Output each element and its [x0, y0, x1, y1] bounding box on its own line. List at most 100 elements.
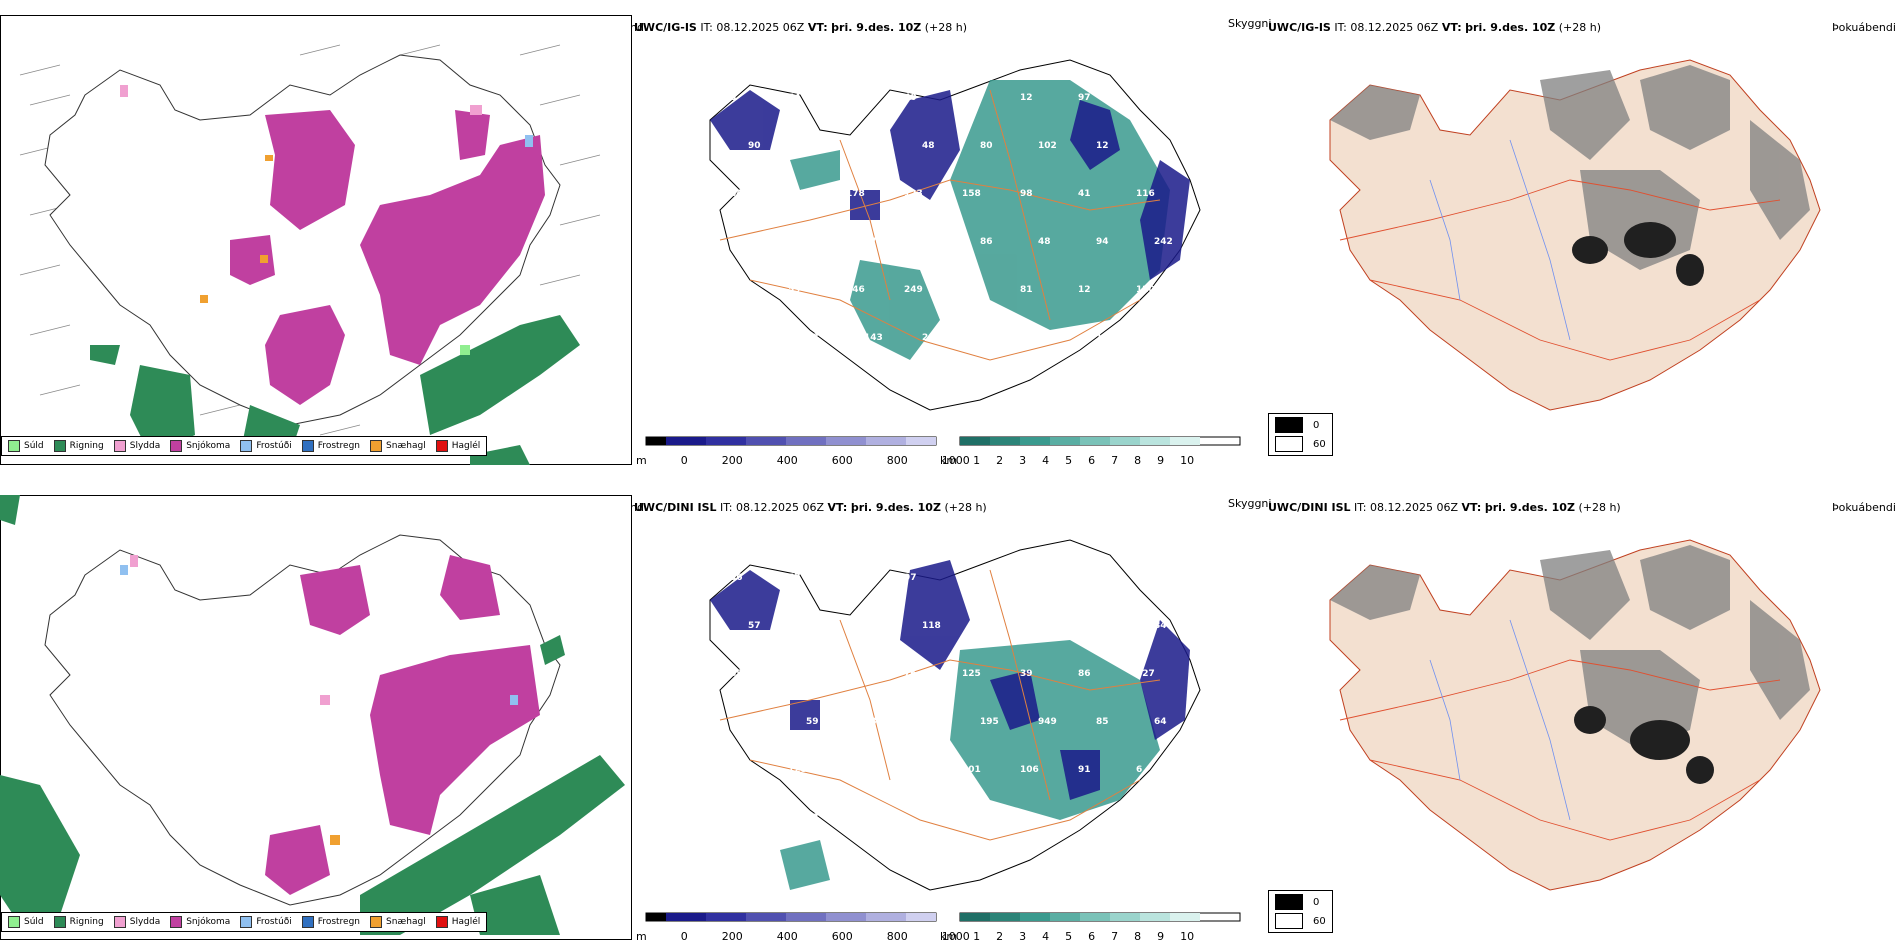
height-tick: 400 — [776, 454, 798, 467]
legend-item: Haglél — [435, 440, 480, 452]
visibility-value-label: 86 — [1078, 669, 1091, 679]
legend-label: Snjókoma — [186, 917, 231, 927]
visibility-value-label: 59 — [788, 285, 801, 295]
visibility-value-label: 208 — [922, 813, 941, 823]
roads — [719, 569, 1161, 841]
swatch — [435, 440, 448, 452]
swatch — [113, 440, 126, 452]
swatch — [53, 916, 66, 928]
precip-type-map-2 — [0, 495, 632, 940]
visibility-value-label: 207 — [922, 333, 941, 343]
legend-label: Súld — [24, 917, 44, 927]
model-name: UWC/DINI ISL — [1268, 501, 1351, 514]
visibility-value-label: 133 — [748, 813, 767, 823]
swatch — [240, 440, 253, 452]
visibility-value-label: 195 — [980, 717, 999, 727]
height-tick: 0 — [680, 930, 688, 943]
fog-roads — [1339, 659, 1781, 841]
visibility-value-label: 106 — [1020, 765, 1039, 775]
visibility-value-label: 12 — [1096, 141, 1109, 151]
precip-legend-2: Súld Rigning Slydda Snjókoma Frostúði Fr… — [1, 912, 488, 932]
visibility-value-label: 39 — [1020, 669, 1033, 679]
precip-rain — [0, 495, 625, 935]
fog-swatch-white — [1275, 913, 1303, 929]
valid-time-label: VT: — [1441, 21, 1462, 34]
visibility-value-label: 47 — [748, 333, 761, 343]
fog-tick: 60 — [1313, 438, 1326, 450]
panel-header-fog-2: UWC/DINI ISL IT: 08.12.2025 06Z VT: þri.… — [1268, 501, 1621, 514]
visibility-value-label: 527 — [1136, 669, 1155, 679]
visibility-value-label: 118 — [922, 621, 941, 631]
visibility-value-label: 94 — [962, 573, 975, 583]
visibility-value-label: 131 — [730, 765, 749, 775]
swatch — [240, 916, 253, 928]
visibility-tick: 10 — [1180, 454, 1195, 467]
visibility-tick: 1 — [973, 930, 981, 943]
swatch — [370, 440, 383, 452]
height-unit: m — [636, 930, 647, 943]
fog-map-2 — [1329, 539, 1821, 891]
visibility-tick: 7 — [1111, 454, 1119, 467]
panel-header-fog-1: UWC/IG-IS IT: 08.12.2025 06Z VT: þri. 9.… — [1268, 21, 1601, 34]
visibility-value-label: 118 — [1096, 333, 1115, 343]
model-name: UWC/DINI ISL — [634, 501, 717, 514]
visibility-value-label: 146 — [846, 285, 865, 295]
legend-label: Frostúði — [256, 917, 292, 927]
visibility-value-label: 40 — [904, 93, 917, 103]
visibility-value-label: 61 — [748, 717, 761, 727]
legend-item: Súld — [8, 440, 44, 452]
visibility-value-label: 139 — [864, 621, 883, 631]
lead-time: (+28 h) — [924, 21, 968, 34]
height-tick: 0 — [680, 454, 688, 467]
visibility-value-label: 50 — [806, 237, 819, 247]
legend-item: Frostregn — [301, 440, 361, 452]
visibility-tick: 4 — [1042, 930, 1050, 943]
fog-rivers — [1429, 139, 1571, 341]
height-tick: 200 — [721, 930, 743, 943]
valid-time-label: VT: — [807, 21, 828, 34]
fog-rivers — [1429, 619, 1571, 821]
visibility-number-labels: 8 54 64 40 102 12 97 60 90 565 67 48 80 102 12 69 44 147 1… — [730, 93, 1173, 391]
fog-tick: 0 — [1313, 896, 1320, 908]
visibility-value-label: 36 — [730, 573, 743, 583]
legend-label: Frostregn — [317, 441, 361, 451]
height-tick: 800 — [886, 454, 908, 467]
valid-time: þri. 9.des. 10Z — [850, 501, 941, 514]
height-tick: 600 — [831, 454, 853, 467]
visibility-tick: 4 — [1042, 454, 1050, 467]
lead-time: (+28 h) — [944, 501, 987, 514]
visibility-value-label: 13 — [730, 285, 743, 295]
visibility-value-label: 101 — [962, 765, 981, 775]
visibility-value-label: 8 — [730, 93, 736, 103]
height-tick: 400 — [776, 930, 798, 943]
swatch — [170, 916, 183, 928]
visibility-value-label: 60 — [846, 573, 859, 583]
visibility-value-label: 125 — [962, 669, 981, 679]
visibility-tick: 3 — [1019, 454, 1027, 467]
visibility-tick: 8 — [1134, 930, 1142, 943]
visibility-value-label: 76 — [904, 669, 917, 679]
visibility-value-label: 57 — [788, 573, 801, 583]
visibility-tick: 5 — [1065, 930, 1073, 943]
visibility-value-label: 565 — [806, 141, 825, 151]
visibility-value-label: 287 — [864, 717, 883, 727]
visibility-value-label: 48 — [922, 141, 935, 151]
fog-swatch-white — [1275, 436, 1303, 452]
valid-time: þri. 9.des. 10Z — [1465, 21, 1556, 34]
model-name: UWC/IG-IS — [634, 21, 697, 34]
issue-time: IT: 08.12.2025 06Z — [700, 21, 805, 34]
visibility-value-label: 97 — [904, 573, 917, 583]
visibility-value-label: 49 — [922, 717, 935, 727]
visibility-value-label: 120 — [1136, 285, 1155, 295]
legend-label: Slydda — [129, 917, 161, 927]
visibility-tick: 6 — [1088, 930, 1096, 943]
precip-type-map-1 — [0, 15, 632, 465]
visibility-tick: 2 — [996, 454, 1004, 467]
precip-misc — [120, 555, 518, 845]
visibility-value-label: 48 — [1038, 237, 1051, 247]
fog-swatch-black — [1275, 894, 1303, 910]
visibility-tick: 9 — [1157, 930, 1165, 943]
legend-item: Snæhagl — [370, 440, 426, 452]
visibility-value-label: 36 — [730, 381, 743, 391]
legend-item: Snjókoma — [170, 916, 230, 928]
